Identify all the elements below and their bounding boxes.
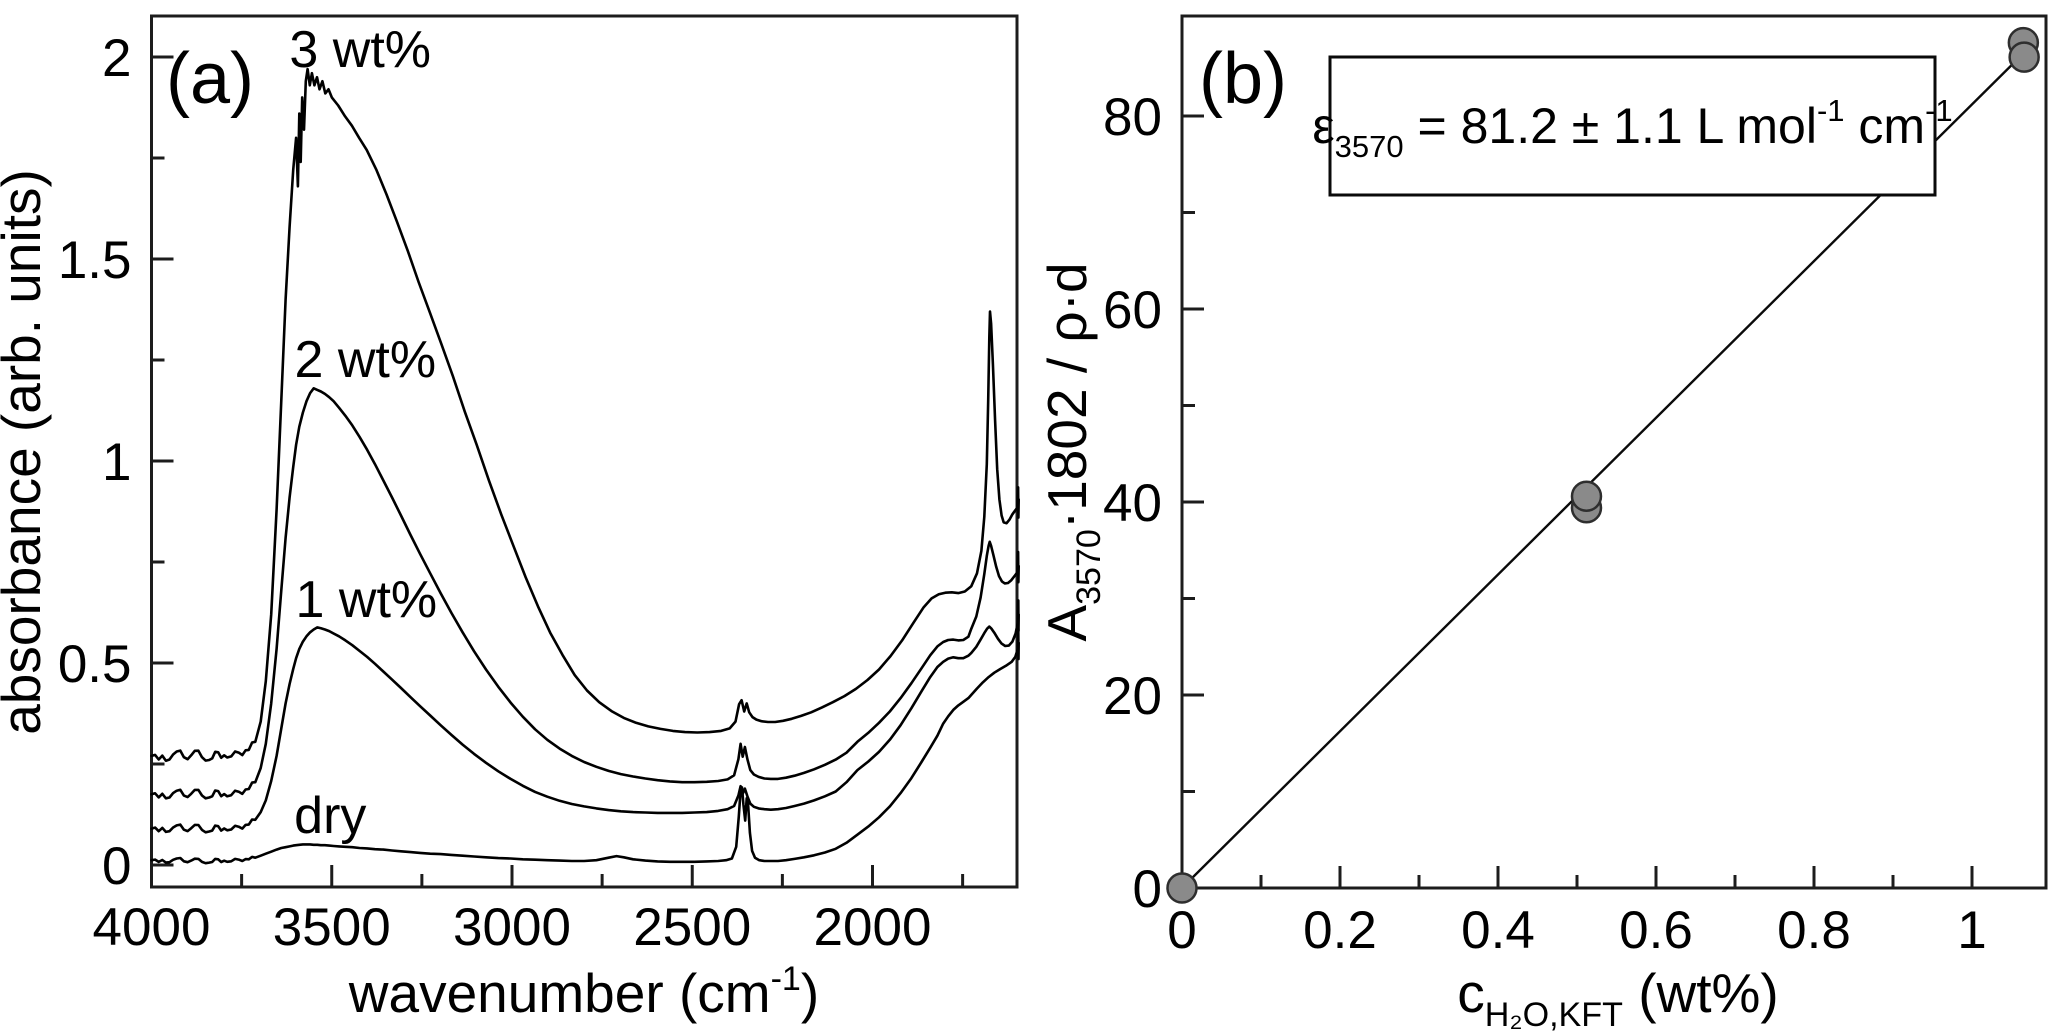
curve-label-1wt: 1 wt% bbox=[296, 571, 438, 629]
a-x-tick-label: 3000 bbox=[453, 898, 571, 957]
text-segment: ) bbox=[801, 962, 819, 1024]
text-segment: wavenumber (cm bbox=[348, 962, 771, 1024]
spectrum-curve-dry bbox=[150, 627, 1020, 865]
b-y-tick-label: 60 bbox=[1103, 281, 1162, 340]
text-segment: ·1802 / ρ·d bbox=[1036, 262, 1098, 529]
b-y-axis-title: A3570·1802 / ρ·d bbox=[1036, 262, 1108, 641]
b-y-tick-label: 80 bbox=[1103, 88, 1162, 147]
scatter-data-point bbox=[2008, 41, 2040, 73]
text-segment: ε bbox=[1312, 98, 1334, 154]
a-x-axis-title: wavenumber (cm-1) bbox=[348, 960, 819, 1024]
a-x-tick-label: 4000 bbox=[93, 898, 211, 957]
scatter-data-point bbox=[1166, 872, 1198, 904]
a-x-tick-label: 3500 bbox=[273, 898, 391, 957]
spectrum-curve-1wt bbox=[150, 599, 1020, 834]
sub-text: 3570 bbox=[1335, 129, 1404, 164]
a-y-tick-label: 0.5 bbox=[58, 635, 132, 694]
b-y-tick-label: 20 bbox=[1103, 667, 1162, 726]
a-x-tick-label: 2500 bbox=[633, 898, 751, 957]
epsilon-annotation-text: ε3570 = 81.2 ± 1.1 L mol-1 cm-1 bbox=[1312, 93, 1952, 164]
sup-text: -1 bbox=[771, 960, 801, 998]
text-segment: c bbox=[1457, 962, 1485, 1024]
b-x-tick-label: 0.6 bbox=[1619, 901, 1693, 960]
sup-text: -1 bbox=[1925, 93, 1953, 128]
a-y-tick-label: 0 bbox=[102, 837, 131, 896]
curve-label-2wt: 2 wt% bbox=[294, 331, 436, 389]
text-segment: = 81.2 ± 1.1 L mol bbox=[1404, 98, 1817, 154]
b-x-tick-label: 0.4 bbox=[1461, 901, 1535, 960]
a-y-axis-title: absorbance (arb. units) bbox=[0, 169, 52, 735]
a-y-tick-label: 1 bbox=[102, 433, 131, 492]
b-x-tick-label: 0.2 bbox=[1303, 901, 1377, 960]
scatter-data-point bbox=[1570, 480, 1603, 512]
a-y-tick-label: 1.5 bbox=[58, 231, 132, 290]
text-segment: (wt%) bbox=[1623, 962, 1779, 1024]
b-plot-box bbox=[1180, 14, 2048, 890]
sub-text: 3570 bbox=[1070, 529, 1108, 605]
text-segment: absorbance (arb. units) bbox=[0, 169, 52, 735]
spectrum-curve-2wt bbox=[150, 387, 1020, 800]
text-segment: cm bbox=[1845, 98, 1926, 154]
sup-text: -1 bbox=[1817, 93, 1845, 128]
b-y-tick-label: 0 bbox=[1133, 860, 1162, 919]
panel-a-spectra-plot: 4000 3500 3000 2500 2000 0 0.5 1 1.5 2 3 wt% 2 wt% 1… bbox=[0, 14, 1020, 1024]
a-y-tick-label: 2 bbox=[102, 29, 131, 88]
b-x-axis-title: cH₂O,KFT (wt%) bbox=[1457, 962, 1779, 1031]
panel-a-letter: (a) bbox=[166, 39, 254, 119]
b-x-tick-label: 0.8 bbox=[1777, 901, 1851, 960]
panel-b-letter: (b) bbox=[1199, 39, 1287, 119]
b-y-tick-label: 40 bbox=[1103, 474, 1162, 533]
spectrum-curve-3wt bbox=[150, 67, 1020, 763]
curve-label-dry: dry bbox=[294, 787, 366, 845]
a-plot-box bbox=[150, 14, 1019, 889]
text-segment: A bbox=[1036, 605, 1098, 642]
b-x-tick-label: 0 bbox=[1167, 901, 1196, 960]
sub-text: H₂O,KFT bbox=[1485, 996, 1623, 1031]
epsilon-annotation-box bbox=[1328, 55, 1937, 197]
curve-label-3wt: 3 wt% bbox=[289, 21, 431, 79]
a-x-tick-label: 2000 bbox=[814, 898, 932, 957]
b-x-tick-label: 1 bbox=[1957, 901, 1986, 960]
